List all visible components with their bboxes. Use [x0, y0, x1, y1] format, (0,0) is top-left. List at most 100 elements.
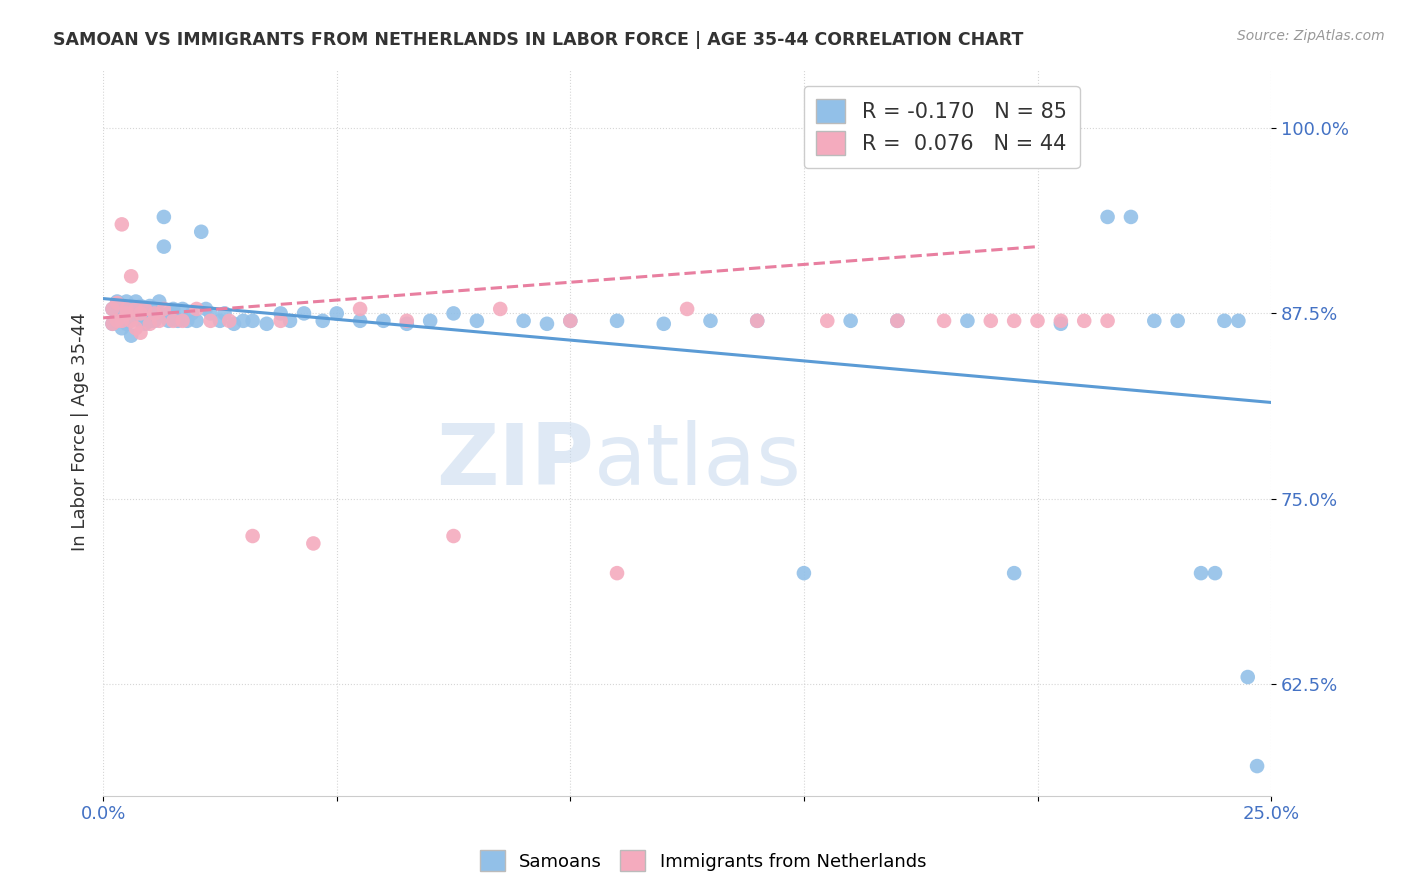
Point: [129, 314, 152, 328]
Point: [143, 306, 166, 320]
Point: [256, 317, 278, 331]
Text: SAMOAN VS IMMIGRANTS FROM NETHERLANDS IN LABOR FORCE | AGE 35-44 CORRELATION CHA: SAMOAN VS IMMIGRANTS FROM NETHERLANDS IN…: [53, 31, 1024, 49]
Point: [115, 306, 138, 320]
Point: [157, 306, 180, 320]
Point: [162, 314, 184, 328]
Point: [105, 314, 128, 328]
Point: [143, 301, 166, 316]
Point: [111, 218, 134, 232]
Point: [200, 314, 222, 328]
Point: [167, 314, 190, 328]
Point: [980, 314, 1002, 328]
Point: [115, 301, 138, 316]
Point: [139, 314, 162, 328]
Point: [162, 301, 184, 316]
Point: [129, 326, 152, 340]
Point: [1227, 314, 1250, 328]
Point: [1236, 670, 1258, 684]
Point: [242, 529, 264, 543]
Point: [176, 314, 198, 328]
Point: [278, 314, 301, 328]
Point: [232, 314, 254, 328]
Point: [111, 314, 134, 328]
Point: [134, 301, 156, 316]
Point: [886, 314, 908, 328]
Point: [465, 314, 488, 328]
Point: [489, 301, 512, 316]
Point: [1073, 314, 1095, 328]
Point: [115, 301, 138, 316]
Point: [349, 314, 371, 328]
Point: [1097, 314, 1119, 328]
Point: [115, 314, 138, 328]
Point: [1213, 314, 1236, 328]
Point: [676, 301, 699, 316]
Point: [139, 299, 162, 313]
Point: [956, 314, 979, 328]
Point: [120, 269, 142, 284]
Point: [115, 294, 138, 309]
Point: [815, 314, 838, 328]
Point: [349, 301, 371, 316]
Point: [208, 314, 231, 328]
Point: [129, 306, 152, 320]
Point: [120, 310, 142, 325]
Point: [932, 314, 955, 328]
Point: [325, 306, 347, 320]
Point: [125, 301, 148, 316]
Point: [120, 328, 142, 343]
Point: [139, 317, 162, 331]
Point: [747, 314, 769, 328]
Point: [172, 301, 194, 316]
Point: [139, 306, 162, 320]
Point: [395, 317, 418, 331]
Point: [1119, 210, 1142, 224]
Point: [129, 299, 152, 313]
Point: [1050, 314, 1073, 328]
Point: [101, 301, 124, 316]
Text: Source: ZipAtlas.com: Source: ZipAtlas.com: [1237, 29, 1385, 43]
Point: [111, 321, 134, 335]
Point: [101, 317, 124, 331]
Point: [270, 314, 292, 328]
Point: [125, 301, 148, 316]
Point: [200, 306, 222, 320]
Point: [162, 306, 184, 320]
Text: ZIP: ZIP: [436, 420, 593, 503]
Point: [105, 314, 128, 328]
Point: [157, 314, 180, 328]
Point: [129, 306, 152, 320]
Point: [101, 301, 124, 316]
Point: [148, 306, 170, 320]
Point: [111, 301, 134, 316]
Point: [699, 314, 721, 328]
Point: [1204, 566, 1226, 581]
Point: [1246, 759, 1268, 773]
Point: [1050, 317, 1073, 331]
Point: [270, 306, 292, 320]
Point: [120, 314, 142, 328]
Point: [115, 317, 138, 331]
Point: [1026, 314, 1049, 328]
Point: [172, 314, 194, 328]
Point: [125, 321, 148, 335]
Y-axis label: In Labor Force | Age 35-44: In Labor Force | Age 35-44: [72, 313, 89, 551]
Point: [111, 306, 134, 320]
Point: [536, 317, 558, 331]
Point: [1002, 314, 1025, 328]
Point: [134, 317, 156, 331]
Point: [218, 314, 240, 328]
Text: atlas: atlas: [593, 420, 801, 503]
Point: [153, 210, 176, 224]
Point: [186, 301, 208, 316]
Point: [222, 317, 245, 331]
Point: [793, 566, 815, 581]
Point: [1097, 210, 1119, 224]
Point: [186, 314, 208, 328]
Point: [1189, 566, 1212, 581]
Point: [120, 301, 142, 316]
Point: [747, 314, 769, 328]
Point: [148, 314, 170, 328]
Point: [886, 314, 908, 328]
Point: [373, 314, 395, 328]
